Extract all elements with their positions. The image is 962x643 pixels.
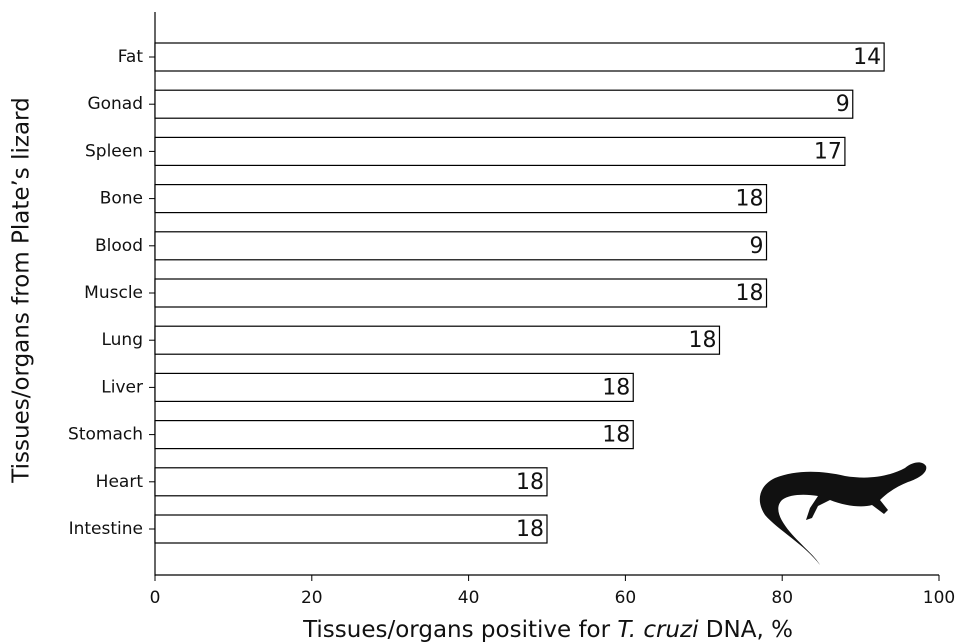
x-axis-title-part: Tissues/organs positive for [302, 617, 617, 643]
bar [155, 232, 767, 260]
y-tick-label: Blood [95, 236, 143, 256]
bar [155, 43, 884, 71]
lizard-silhouette [760, 462, 927, 565]
bar-label: 14 [853, 45, 881, 70]
y-tick-label: Bone [100, 189, 143, 209]
x-axis-title: Tissues/organs positive for T. cruzi DNA… [302, 617, 793, 643]
y-tick-label: Liver [101, 377, 143, 397]
y-tick-label: Stomach [68, 425, 143, 445]
y-tick-label: Lung [101, 330, 143, 350]
x-axis-title-part: DNA, % [698, 617, 792, 643]
x-axis-title-part: T. cruzi [617, 617, 699, 643]
bar-label: 9 [836, 92, 850, 117]
bar-label: 18 [602, 375, 630, 400]
bar [155, 515, 547, 543]
y-tick-label: Gonad [87, 94, 143, 114]
bar [155, 90, 853, 118]
bar [155, 185, 767, 213]
bar [155, 137, 845, 165]
bar [155, 326, 719, 354]
y-axis-title: Tissues/organs from Plate’s lizard [9, 97, 35, 483]
chart: Tissues/organs positive for T. cruzi DNA… [0, 0, 962, 643]
bar-label: 18 [736, 281, 764, 306]
x-tick-label: 0 [150, 588, 161, 608]
bar [155, 279, 767, 307]
y-tick-label: Muscle [84, 283, 143, 303]
x-tick-label: 60 [615, 588, 637, 608]
x-tick-label: 20 [301, 588, 323, 608]
x-tick-label: 40 [458, 588, 480, 608]
y-tick-label: Spleen [85, 141, 143, 161]
y-tick-label: Fat [118, 47, 144, 67]
bar-label: 18 [602, 423, 630, 448]
x-tick-label: 100 [923, 588, 955, 608]
y-tick-label: Heart [96, 472, 144, 492]
bar-label: 18 [516, 517, 544, 542]
bar-label: 18 [688, 328, 716, 353]
bar [155, 373, 633, 401]
y-tick-label: Intestine [69, 519, 143, 539]
x-tick-label: 80 [771, 588, 793, 608]
bar-label: 17 [814, 139, 842, 164]
bar-label: 18 [516, 470, 544, 495]
bar [155, 421, 633, 449]
bar-label: 18 [736, 187, 764, 212]
bar-label: 9 [750, 234, 764, 259]
bar [155, 468, 547, 496]
